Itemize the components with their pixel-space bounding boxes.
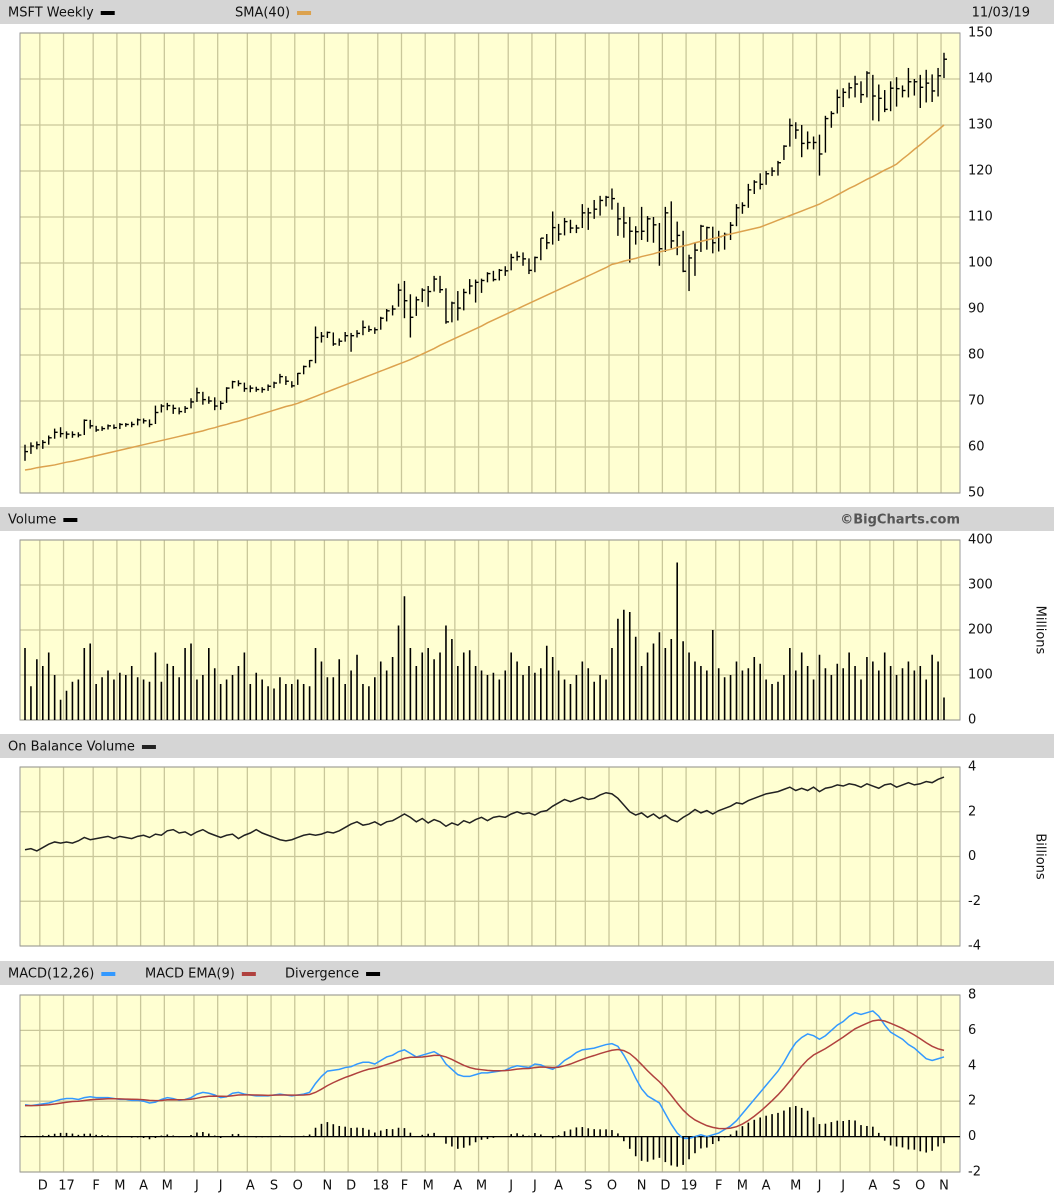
y-tick-label: 4 bbox=[968, 760, 976, 775]
x-tick-label: O bbox=[293, 1179, 303, 1194]
x-tick-label: J bbox=[218, 1179, 223, 1194]
x-tick-label: N bbox=[637, 1179, 647, 1194]
x-tick-label: 17 bbox=[58, 1179, 75, 1194]
legend-label: Divergence bbox=[285, 967, 359, 982]
x-tick-label: M bbox=[790, 1179, 801, 1194]
plot-frame bbox=[19, 994, 961, 1173]
y-tick-label: 90 bbox=[968, 302, 985, 317]
x-tick-label: 18 bbox=[372, 1179, 389, 1194]
x-tick-label: F bbox=[715, 1179, 722, 1194]
x-tick-label: N bbox=[323, 1179, 333, 1194]
x-tick-label: A bbox=[453, 1179, 462, 1194]
x-tick-label: M bbox=[476, 1179, 487, 1194]
y-tick-label: -2 bbox=[968, 894, 981, 909]
x-tick-label: D bbox=[660, 1179, 670, 1194]
x-tick-label: F bbox=[401, 1179, 408, 1194]
y-tick-label: 80 bbox=[968, 348, 985, 363]
x-tick-label: F bbox=[92, 1179, 99, 1194]
x-tick-label: M bbox=[423, 1179, 434, 1194]
y-tick-label: 110 bbox=[968, 210, 993, 225]
x-tick-label: A bbox=[139, 1179, 148, 1194]
y-tick-label: 0 bbox=[968, 1129, 976, 1144]
x-tick-label: A bbox=[868, 1179, 877, 1194]
y-tick-label: 100 bbox=[968, 256, 993, 271]
x-tick-label: M bbox=[737, 1179, 748, 1194]
x-tick-label: A bbox=[762, 1179, 771, 1194]
y-tick-label: 200 bbox=[968, 623, 993, 638]
source-label: ©BigCharts.com bbox=[840, 513, 960, 528]
x-tick-label: S bbox=[584, 1179, 592, 1194]
series-line bbox=[24, 776, 945, 852]
plot-frame bbox=[19, 32, 961, 494]
y-tick-label: 70 bbox=[968, 394, 985, 409]
y-tick-label: 400 bbox=[968, 533, 993, 548]
y-tick-label: 8 bbox=[968, 988, 976, 1003]
x-tick-label: J bbox=[817, 1179, 822, 1194]
y-tick-label: 0 bbox=[968, 849, 976, 864]
y-tick-label: 140 bbox=[968, 72, 993, 87]
x-tick-label: J bbox=[532, 1179, 537, 1194]
header-strip bbox=[0, 734, 1054, 758]
x-tick-label: O bbox=[915, 1179, 925, 1194]
y-tick-label: 50 bbox=[968, 486, 985, 501]
x-tick-label: J bbox=[840, 1179, 845, 1194]
x-tick-label: A bbox=[246, 1179, 255, 1194]
x-tick-label: M bbox=[114, 1179, 125, 1194]
date-label: 11/03/19 bbox=[972, 6, 1030, 21]
y-tick-label: 150 bbox=[968, 26, 993, 41]
x-tick-label: A bbox=[554, 1179, 563, 1194]
y-axis-label: Millions bbox=[1033, 606, 1048, 655]
y-tick-label: 2 bbox=[968, 1094, 976, 1109]
legend-label: Volume bbox=[8, 513, 56, 528]
x-tick-label: 19 bbox=[681, 1179, 698, 1194]
y-tick-label: 60 bbox=[968, 440, 985, 455]
x-tick-label: D bbox=[38, 1179, 48, 1194]
x-tick-label: S bbox=[892, 1179, 900, 1194]
y-tick-label: 0 bbox=[968, 713, 976, 728]
y-tick-label: -2 bbox=[968, 1165, 981, 1180]
legend-label: MACD EMA(9) bbox=[145, 967, 235, 982]
y-tick-label: 130 bbox=[968, 118, 993, 133]
legend-label: MACD(12,26) bbox=[8, 967, 94, 982]
x-tick-label: J bbox=[194, 1179, 199, 1194]
y-tick-label: 300 bbox=[968, 578, 993, 593]
x-tick-label: J bbox=[508, 1179, 513, 1194]
plot-frame bbox=[19, 539, 961, 721]
legend-label: On Balance Volume bbox=[8, 740, 135, 755]
legend-label: SMA(40) bbox=[235, 6, 290, 21]
legend-label: MSFT Weekly bbox=[8, 6, 94, 21]
y-tick-label: 120 bbox=[968, 164, 993, 179]
header-strip bbox=[0, 507, 1054, 531]
x-tick-label: M bbox=[162, 1179, 173, 1194]
plot-frame bbox=[19, 766, 961, 947]
y-axis-label: Billions bbox=[1033, 833, 1048, 880]
y-tick-label: 2 bbox=[968, 804, 976, 819]
x-tick-label: O bbox=[607, 1179, 617, 1194]
plot-area bbox=[20, 995, 960, 1172]
series-line bbox=[24, 124, 945, 471]
y-tick-label: 100 bbox=[968, 668, 993, 683]
x-tick-label: S bbox=[270, 1179, 278, 1194]
y-tick-label: -4 bbox=[968, 939, 981, 954]
y-tick-label: 6 bbox=[968, 1023, 976, 1038]
x-tick-label: N bbox=[939, 1179, 949, 1194]
header-strip bbox=[0, 961, 1054, 985]
header-strip bbox=[0, 0, 1054, 24]
series-line bbox=[25, 1019, 945, 1130]
y-tick-label: 4 bbox=[968, 1058, 976, 1073]
x-tick-label: D bbox=[346, 1179, 356, 1194]
